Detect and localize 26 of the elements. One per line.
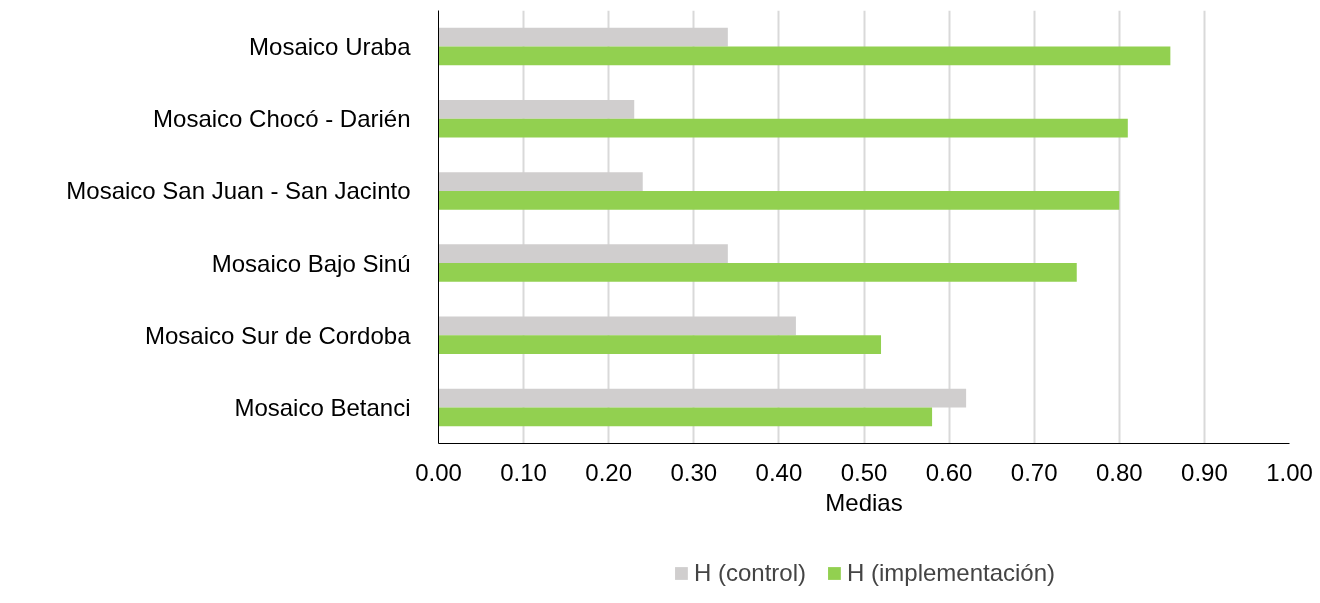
bar bbox=[438, 46, 1171, 66]
bar bbox=[438, 335, 882, 355]
x-tick-label: 0.80 bbox=[1095, 458, 1143, 486]
x-tick-label: 1.00 bbox=[1266, 458, 1313, 486]
legend-label: H (control) bbox=[693, 559, 806, 587]
y-tick-label: Mosaico Sur de Cordoba bbox=[145, 321, 412, 349]
x-tick-label: 0.40 bbox=[755, 458, 803, 486]
x-tick-label: 0.00 bbox=[415, 458, 462, 486]
bar bbox=[438, 407, 933, 427]
x-tick-label: 0.70 bbox=[1010, 458, 1058, 486]
bar bbox=[438, 118, 1128, 138]
x-tick-label: 0.60 bbox=[925, 458, 973, 486]
x-tick-label: 0.10 bbox=[500, 458, 547, 486]
legend-label: H (implementación) bbox=[846, 559, 1056, 587]
bar bbox=[438, 263, 1077, 282]
x-tick-label: 0.90 bbox=[1181, 458, 1228, 486]
y-tick-label: Mosaico San Juan - San Jacinto bbox=[66, 177, 411, 205]
x-tick-label: 0.30 bbox=[670, 458, 718, 486]
y-tick-label: Mosaico Uraba bbox=[249, 33, 412, 61]
y-tick-label: Mosaico Bajo Sinú bbox=[211, 249, 411, 277]
y-tick-label: Mosaico Betanci bbox=[234, 393, 411, 421]
x-tick-label: 0.20 bbox=[585, 458, 633, 486]
x-axis-title: Medias bbox=[825, 488, 903, 516]
y-tick-label: Mosaico Chocó - Darién bbox=[153, 105, 411, 133]
bar bbox=[438, 190, 1120, 210]
x-tick-label: 0.50 bbox=[840, 458, 888, 486]
